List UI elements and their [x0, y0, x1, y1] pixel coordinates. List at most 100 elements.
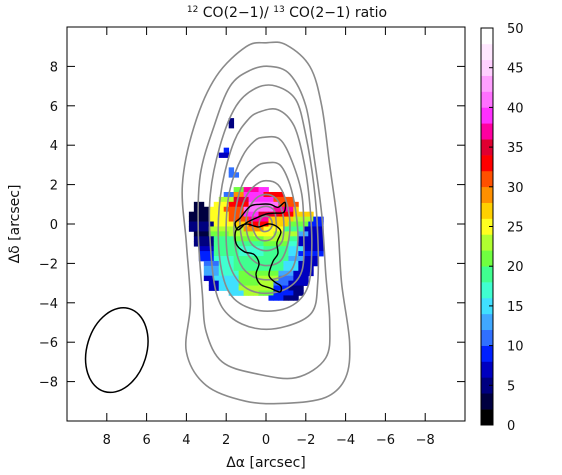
- ratio-cell: [273, 231, 279, 237]
- ratio-cell: [253, 216, 259, 222]
- ratio-cell: [203, 211, 210, 218]
- ratio-cell: [243, 241, 249, 247]
- ratio-cell: [318, 251, 324, 257]
- ratio-cell: [288, 256, 294, 262]
- ratio-cell: [318, 231, 324, 237]
- ratio-cell: [243, 265, 249, 272]
- ratio-cell: [238, 251, 245, 257]
- ratio-cell: [208, 265, 215, 272]
- ratio-cell: [213, 226, 220, 232]
- ratio-cell: [208, 280, 215, 286]
- ratio-cell: [288, 265, 294, 272]
- ratio-cell: [248, 246, 254, 252]
- ratio-cell: [218, 280, 225, 286]
- ratio-cell: [203, 275, 210, 282]
- ratio-cell: [238, 196, 245, 203]
- ratio-cell: [233, 260, 240, 267]
- ratio-cell: [248, 196, 254, 203]
- y-axis-title: Δδ [arcsec]: [7, 185, 23, 264]
- ratio-cell: [293, 221, 299, 227]
- colorbar-swatch: [481, 139, 493, 156]
- ratio-cell: [238, 275, 245, 282]
- ratio-cell: [283, 280, 289, 286]
- ratio-cell: [313, 221, 319, 227]
- ratio-cell: [258, 285, 264, 291]
- ratio-cell: [228, 201, 235, 208]
- ratio-cell: [228, 260, 235, 267]
- ratio-cell: [203, 246, 210, 252]
- ratio-cell: [283, 265, 289, 272]
- ratio-cell: [298, 275, 304, 282]
- colorbar-tick-label: 0: [507, 419, 515, 434]
- ratio-cell: [283, 231, 289, 237]
- ratio-cell: [278, 221, 284, 227]
- ratio-cell: [203, 231, 210, 237]
- ratio-cell: [278, 295, 284, 301]
- ratio-cell: [228, 221, 235, 227]
- ratio-cell: [288, 295, 294, 301]
- ratio-cell: [253, 231, 259, 237]
- ratio-cell: [253, 285, 259, 291]
- ratio-cell: [193, 236, 200, 242]
- ratio-cell: [288, 251, 294, 257]
- ratio-cell: [283, 251, 289, 257]
- ratio-cell: [193, 231, 200, 237]
- ratio-cell: [243, 196, 249, 203]
- ratio-cell: [283, 221, 289, 227]
- ratio-cell: [258, 280, 264, 286]
- ratio-cell: [238, 285, 245, 291]
- ratio-cell: [273, 270, 279, 277]
- ratio-cell: [283, 270, 289, 277]
- intensity-contour: [239, 179, 291, 267]
- intensity-contour: [245, 193, 285, 252]
- ratio-cell: [248, 236, 254, 242]
- ratio-cell: [253, 226, 259, 232]
- colorbar-swatch: [481, 170, 493, 188]
- intensity-contour: [217, 108, 313, 312]
- colorbar: 0 5 10 15 20 25 30 35 40 45 50: [480, 22, 524, 434]
- ratio-cell: [248, 226, 254, 232]
- ratio-cell: [293, 241, 299, 247]
- ratio-cell: [253, 187, 259, 193]
- ratio-cell: [283, 216, 289, 222]
- ratio-cell: [238, 191, 245, 198]
- y-tick-label: 0: [50, 218, 58, 233]
- colorbar-swatch: [481, 313, 493, 331]
- ratio-cell: [213, 201, 220, 208]
- ratio-cell: [208, 206, 215, 213]
- ratio-cell: [293, 270, 299, 277]
- ratio-cell: [273, 206, 279, 213]
- ratio-cell: [253, 290, 259, 296]
- ratio-cell: [213, 221, 220, 227]
- ratio-cell: [288, 196, 294, 203]
- ratio-cell: [203, 216, 210, 222]
- ratio-cell: [298, 290, 304, 296]
- ratio-cell: [298, 211, 304, 218]
- ratio-cell: [313, 256, 319, 262]
- ratio-cell: [218, 236, 225, 242]
- ratio-cell: [228, 123, 235, 129]
- x-tick-label: 6: [142, 433, 150, 448]
- x-tick-label: 4: [182, 433, 190, 448]
- y-tick-label: 8: [50, 60, 58, 75]
- ratio-cell: [263, 196, 269, 203]
- ratio-cell: [218, 275, 225, 282]
- ratio-cell: [198, 216, 205, 222]
- ratio-cell: [213, 241, 220, 247]
- ratio-cell: [253, 265, 259, 272]
- x-tick-label: −2: [296, 433, 315, 448]
- ratio-cell: [273, 191, 279, 198]
- ratio-cell: [258, 211, 264, 218]
- ratio-cell: [258, 187, 264, 193]
- ratio-cell: [283, 236, 289, 242]
- ratio-cell: [293, 290, 299, 296]
- ratio-cell: [208, 221, 215, 227]
- y-tick-label: 4: [50, 139, 58, 154]
- colorbar-swatch: [481, 282, 493, 299]
- x-axis-title: Δα [arcsec]: [226, 455, 306, 471]
- ratio-cell: [213, 231, 220, 237]
- ratio-cell: [273, 265, 279, 272]
- title-molecule-b: CO(2−1) ratio: [289, 5, 387, 21]
- title-isotope-b: 13: [273, 5, 284, 15]
- ratio-cell: [228, 290, 235, 296]
